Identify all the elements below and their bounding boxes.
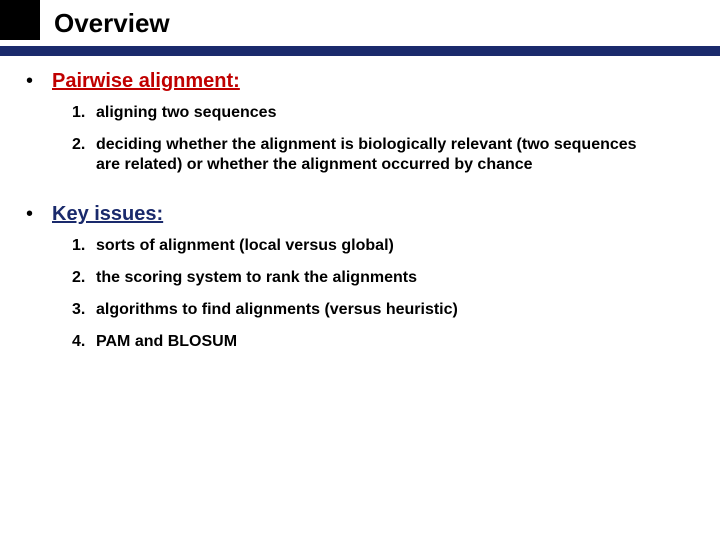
subitems: 1. aligning two sequences 2. deciding wh… <box>72 103 696 175</box>
list-text: deciding whether the alignment is biolog… <box>96 135 656 175</box>
list-text: sorts of alignment (local versus global) <box>96 236 394 256</box>
list-item: 1. aligning two sequences <box>72 103 696 123</box>
list-text: aligning two sequences <box>96 103 276 123</box>
list-item: 2. deciding whether the alignment is bio… <box>72 135 696 175</box>
title-rule <box>0 46 720 56</box>
list-text: the scoring system to rank the alignment… <box>96 268 417 288</box>
list-text: PAM and BLOSUM <box>96 332 237 352</box>
list-number: 1. <box>72 103 96 123</box>
bullet-dot: • <box>24 70 52 93</box>
list-item: 4. PAM and BLOSUM <box>72 332 696 352</box>
bullet-dot: • <box>24 203 52 226</box>
title-area: Overview <box>54 8 170 39</box>
subitems: 1. sorts of alignment (local versus glob… <box>72 236 696 352</box>
list-item: 1. sorts of alignment (local versus glob… <box>72 236 696 256</box>
list-number: 3. <box>72 300 96 320</box>
bullet-row: • Pairwise alignment: <box>24 70 696 93</box>
list-number: 2. <box>72 268 96 288</box>
list-item: 3. algorithms to find alignments (versus… <box>72 300 696 320</box>
slide-title: Overview <box>54 8 170 39</box>
section-heading: Key issues: <box>52 203 163 226</box>
list-number: 4. <box>72 332 96 352</box>
corner-block <box>0 0 40 40</box>
list-number: 1. <box>72 236 96 256</box>
list-number: 2. <box>72 135 96 155</box>
bullet-row: • Key issues: <box>24 203 696 226</box>
list-text: algorithms to find alignments (versus he… <box>96 300 458 320</box>
list-item: 2. the scoring system to rank the alignm… <box>72 268 696 288</box>
section-heading: Pairwise alignment: <box>52 70 240 93</box>
section-pairwise: • Pairwise alignment: 1. aligning two se… <box>24 70 696 175</box>
section-key-issues: • Key issues: 1. sorts of alignment (loc… <box>24 203 696 352</box>
content-area: • Pairwise alignment: 1. aligning two se… <box>24 70 696 380</box>
